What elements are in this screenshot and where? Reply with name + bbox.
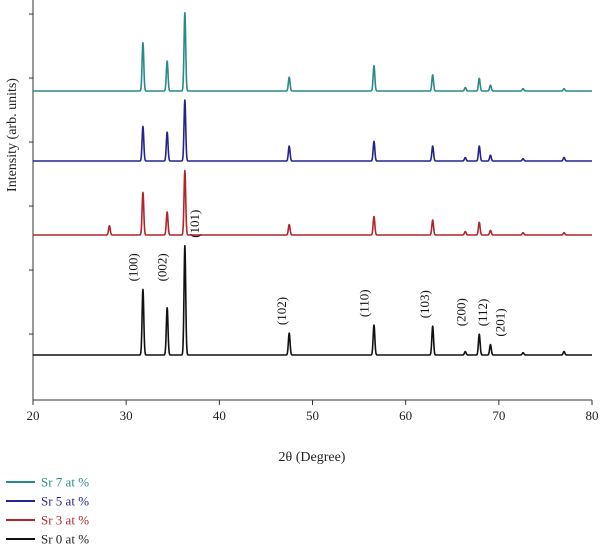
peak-label: (112) (475, 299, 490, 327)
series-line-sr-0-at (32, 244, 593, 356)
peak-label: (002) (155, 253, 170, 281)
legend: Sr 7 at % Sr 5 at % Sr 3 at % Sr 0 at % (6, 475, 89, 547)
legend-label: Sr 7 at % (41, 475, 89, 490)
y-axis-ticks (29, 13, 33, 335)
peak-label: (101) (187, 210, 202, 238)
peak-label: (102) (274, 297, 289, 325)
series-line-sr-3-at (32, 169, 593, 236)
x-axis-title: 2θ (Degree) (279, 450, 346, 465)
x-tick-label: 40 (213, 408, 226, 423)
series-line-sr-7-at (32, 12, 593, 92)
peak-label: (201) (493, 308, 508, 336)
peak-label: (110) (357, 289, 372, 317)
x-tick-label: 20 (27, 408, 40, 423)
y-axis-title: Intensity (arb. units) (5, 78, 20, 192)
peak-label: (200) (454, 298, 469, 326)
x-tick-label: 80 (586, 408, 599, 423)
legend-label: Sr 3 at % (41, 513, 89, 528)
x-tick-label: 50 (306, 408, 319, 423)
x-tick-label: 60 (399, 408, 412, 423)
plot-frame (32, 0, 592, 401)
legend-label: Sr 5 at % (41, 494, 89, 509)
x-tick-label: 30 (120, 408, 133, 423)
series-line-sr-5-at (32, 99, 593, 162)
peak-label: (103) (417, 290, 432, 318)
legend-label: Sr 0 at % (41, 532, 89, 547)
x-axis-ticks: 20 30 40 50 60 70 80 (27, 400, 599, 423)
x-tick-label: 70 (492, 408, 505, 423)
peak-label: (100) (126, 253, 141, 281)
peak-annotations: (100) (002) (101) (102) (110) (103) (200) (112)… (126, 210, 508, 337)
series-layer (32, 12, 593, 356)
